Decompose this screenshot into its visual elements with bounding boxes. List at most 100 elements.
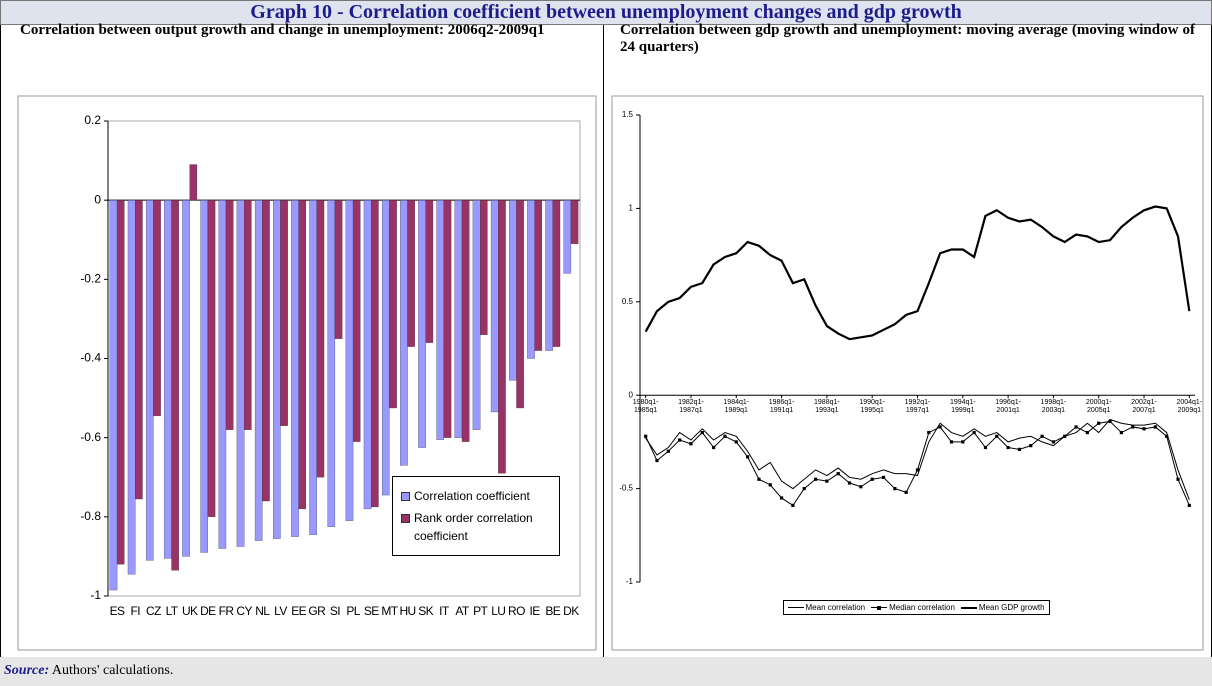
chart-title: Correlation between gdp growth and unemp… <box>620 22 1195 55</box>
source-label: Source: <box>4 663 50 678</box>
x-tick-label: ES <box>110 604 125 618</box>
y-tick-label: -1 <box>626 577 634 586</box>
x-tick-label: 2004q1-2009q1 <box>1176 399 1203 415</box>
y-tick-label: 0.5 <box>622 297 634 306</box>
bar <box>545 200 553 351</box>
x-tick-label: PT <box>473 604 488 618</box>
x-tick-label: 2002q1-2007q1 <box>1131 399 1157 415</box>
point-marker <box>813 477 818 481</box>
point-marker <box>847 481 852 485</box>
x-tick-label: 2000q1-2005q1 <box>1085 399 1112 415</box>
x-tick-label: 1980q1-1985q1 <box>632 399 659 415</box>
point-marker <box>870 477 874 481</box>
y-tick-label: -0.4 <box>80 351 101 365</box>
point-marker <box>1153 425 1157 429</box>
y-tick-label: -0.5 <box>619 484 633 493</box>
y-tick-label: -1 <box>90 588 101 602</box>
point-marker <box>1074 425 1078 429</box>
legend-swatch <box>960 606 977 609</box>
bar <box>534 200 543 351</box>
point-marker <box>666 449 670 453</box>
legend-swatch <box>787 607 804 608</box>
x-tick-label: BE <box>545 604 560 618</box>
bar <box>352 200 361 442</box>
bar <box>280 200 288 426</box>
legend-entry: Mean GDP growth <box>960 603 1045 612</box>
point-marker <box>904 490 908 494</box>
source-bar: Source: Authors' calculations. <box>0 657 1212 686</box>
bar <box>389 200 397 409</box>
bar <box>298 200 307 510</box>
point-marker <box>689 442 693 446</box>
x-tick-label: MT <box>381 604 398 618</box>
x-tick-label: 1984q1-1989q1 <box>723 399 750 415</box>
legend-entry: Mean correlation <box>787 603 865 612</box>
bar <box>425 200 434 343</box>
y-tick-label: 1.5 <box>622 110 634 119</box>
bar <box>436 200 444 440</box>
x-tick-label: DE <box>200 604 216 618</box>
point-marker <box>836 472 840 476</box>
point-marker <box>678 438 682 442</box>
point-marker <box>1040 434 1044 438</box>
point-marker <box>700 430 704 435</box>
point-marker <box>1097 421 1101 425</box>
legend-swatch <box>871 605 888 610</box>
bar <box>171 200 179 571</box>
bar <box>454 200 463 438</box>
figure-title: Graph 10 - Correlation coefficient betwe… <box>0 0 1212 25</box>
bar <box>244 200 252 430</box>
bar <box>164 200 172 559</box>
y-tick-label: 1 <box>629 204 634 213</box>
x-tick-label: 1996q1-2001q1 <box>995 399 1021 415</box>
series-line <box>645 418 1190 500</box>
point-marker <box>1119 430 1123 435</box>
bar <box>334 200 343 339</box>
point-marker <box>1142 427 1146 431</box>
point-marker <box>893 487 897 491</box>
bar <box>527 200 535 359</box>
x-tick-label: IT <box>439 604 450 618</box>
point-marker <box>1176 477 1180 481</box>
bar <box>418 200 426 448</box>
x-tick-label: 1988q1-1993q1 <box>814 399 840 415</box>
bar <box>552 200 561 347</box>
point-marker <box>1029 444 1033 448</box>
point-marker <box>1085 430 1089 435</box>
y-tick-label: 0 <box>94 192 101 206</box>
legend-label: Mean GDP growth <box>978 603 1045 612</box>
x-tick-label: HU <box>399 604 415 618</box>
chart-title: Correlation between output growth and ch… <box>20 22 545 38</box>
x-tick-label: RO <box>508 604 525 618</box>
x-tick-label: EE <box>291 604 306 618</box>
bar <box>207 200 216 517</box>
bar <box>262 200 270 502</box>
x-tick-label: IE <box>530 604 541 618</box>
bar <box>145 200 154 561</box>
x-tick-label: LU <box>491 604 505 618</box>
y-tick-label: 0 <box>629 390 634 399</box>
point-marker <box>644 434 648 438</box>
x-tick-label: 1998q1-2003q1 <box>1040 399 1067 415</box>
point-marker <box>995 434 999 438</box>
bar <box>116 200 125 565</box>
x-tick-label: PL <box>346 604 360 618</box>
x-tick-label: 1986q1-1991q1 <box>768 399 795 415</box>
x-tick-label: SK <box>418 604 433 618</box>
point-marker <box>949 440 954 444</box>
bar <box>236 200 245 547</box>
point-marker <box>915 468 920 472</box>
series-line <box>644 205 1191 341</box>
x-tick-label: SE <box>364 604 379 618</box>
y-tick-label: -0.8 <box>80 509 101 523</box>
bar <box>400 200 408 466</box>
point-marker <box>927 430 931 435</box>
x-tick-label: UK <box>182 604 198 618</box>
x-tick-label: AT <box>455 604 470 618</box>
bar <box>273 200 281 539</box>
x-tick-label: GR <box>308 604 326 618</box>
legend-swatch <box>401 492 410 501</box>
bar <box>509 200 517 381</box>
bar <box>291 200 299 537</box>
